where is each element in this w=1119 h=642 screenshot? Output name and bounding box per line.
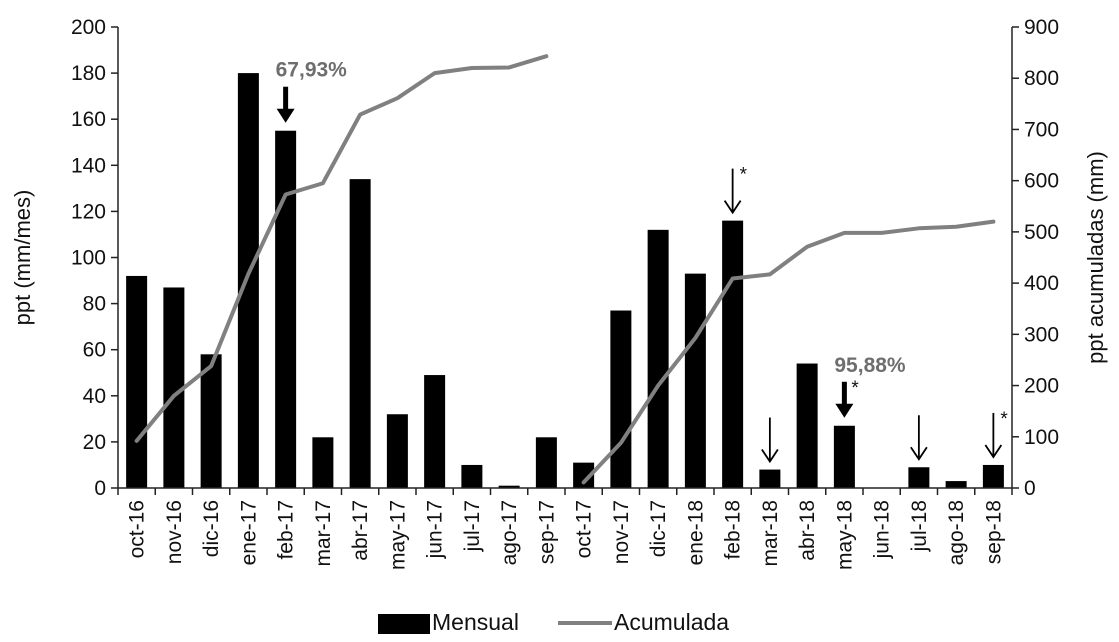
acumulada-line-segment-2: [581, 219, 996, 485]
x-tick-label-ago-18: ago-18: [945, 500, 968, 565]
x-tick-label-ene-17: ene-17: [237, 500, 260, 565]
left-tick-label: 180: [71, 62, 106, 85]
bar-dic-17: [647, 229, 669, 488]
bar-jul-17: [461, 464, 483, 488]
x-tick-label-jul-17: jul-17: [461, 500, 484, 552]
left-tick-label: 120: [71, 200, 106, 223]
x-tick-label-jun-18: jun-18: [871, 500, 894, 559]
left-tick-label: 80: [83, 293, 106, 316]
left-tick-label: 160: [71, 108, 106, 131]
x-tick-label-jun-17: jun-17: [424, 500, 447, 559]
left-axis-title: ppt (mm/mes): [10, 190, 35, 326]
arrow-head-sep-18: [984, 444, 1003, 459]
arrow-head-may-18: [835, 403, 854, 418]
asterisk-may-18: *: [851, 378, 859, 399]
bar-jul-18: [908, 467, 930, 488]
x-tick-label-feb-18: feb-18: [722, 500, 745, 560]
legend-label-mensual: Mensual: [432, 609, 519, 635]
left-tick-label: 200: [71, 16, 106, 39]
right-tick-label: 500: [1024, 221, 1059, 244]
x-tick-label-nov-16: nov-16: [163, 500, 186, 564]
x-tick-label-dic-17: dic-17: [647, 500, 670, 557]
x-tick-label-mar-18: mar-18: [759, 500, 782, 567]
x-tick-label-sep-17: sep-17: [535, 500, 558, 564]
legend: Mensual Acumulada: [378, 609, 729, 635]
bar-ago-18: [945, 481, 967, 488]
arrow-head-feb-18: [723, 200, 742, 215]
x-tick-label-jul-18: jul-18: [908, 500, 931, 552]
x-tick-label-mar-17: mar-17: [312, 500, 335, 567]
arrow-head-jul-18: [910, 446, 928, 461]
annotation-label-feb-17: 67,93%: [276, 59, 348, 82]
annotation-label-may-18: 95,88%: [834, 354, 906, 377]
bar-feb-18: [722, 220, 744, 488]
annotations-group: 67,93%**95,88%*: [276, 59, 1008, 464]
arrow-head-feb-17: [276, 108, 295, 123]
bar-abr-17: [349, 179, 371, 488]
x-tick-label-ene-18: ene-18: [684, 500, 707, 565]
bar-ene-18: [684, 273, 706, 488]
left-tick-label: 140: [71, 154, 106, 177]
bar-oct-16: [126, 275, 148, 488]
bar-oct-17: [573, 462, 595, 488]
bar-ago-17: [498, 485, 520, 488]
right-tick-label: 700: [1024, 118, 1059, 141]
x-tick-label-dic-16: dic-16: [200, 500, 223, 557]
x-tick-label-abr-17: abr-17: [349, 500, 372, 561]
x-tick-label-nov-17: nov-17: [610, 500, 633, 564]
asterisk-sep-18: *: [1000, 409, 1008, 430]
bars-group: [126, 73, 1004, 488]
right-tick-label: 300: [1024, 323, 1059, 346]
bar-dic-16: [200, 354, 222, 488]
bar-abr-18: [796, 363, 818, 488]
x-tick-label-oct-17: oct-17: [573, 500, 596, 558]
x-tick-label-may-18: may-18: [833, 500, 856, 570]
right-tick-label: 400: [1024, 272, 1059, 295]
acumulada-line-segment-1: [134, 54, 549, 443]
left-tick-label: 40: [83, 385, 106, 408]
x-tick-label-feb-17: feb-17: [275, 500, 298, 560]
bar-ene-17: [237, 73, 259, 488]
x-tick-label-ago-17: ago-17: [498, 500, 521, 565]
left-tick-label: 100: [71, 247, 106, 270]
arrow-head-mar-18: [761, 449, 779, 464]
left-tick-label: 60: [83, 339, 106, 362]
x-tick-label-sep-18: sep-18: [982, 500, 1005, 564]
right-tick-label: 900: [1024, 16, 1059, 39]
bar-nov-17: [610, 310, 632, 488]
left-tick-label: 20: [83, 431, 106, 454]
lines-group: [134, 54, 996, 485]
bar-jun-17: [424, 375, 446, 488]
right-axis-title: ppt acumuladas (mm): [1083, 151, 1108, 364]
bar-sep-18: [982, 464, 1004, 488]
right-tick-label: 200: [1024, 375, 1059, 398]
bar-may-17: [386, 414, 408, 488]
x-tick-label-abr-18: abr-18: [796, 500, 819, 561]
asterisk-feb-18: *: [740, 165, 748, 186]
x-tick-label-may-17: may-17: [386, 500, 409, 570]
bar-mar-18: [759, 469, 781, 488]
right-tick-label: 0: [1024, 477, 1036, 500]
right-tick-label: 100: [1024, 426, 1059, 449]
legend-swatch-mensual: [378, 614, 430, 634]
x-tick-label-oct-16: oct-16: [126, 500, 149, 558]
left-tick-label: 0: [94, 477, 106, 500]
bar-may-18: [833, 425, 855, 488]
bar-nov-16: [163, 287, 185, 488]
bar-sep-17: [535, 437, 557, 488]
bar-feb-17: [275, 130, 297, 488]
legend-label-acumulada: Acumulada: [614, 609, 729, 635]
bar-mar-17: [312, 437, 334, 488]
axes-group: 0 20 40 60 80 100 120 140 160 180 200 0 100 200 300 400…: [10, 16, 1108, 570]
right-tick-label: 800: [1024, 67, 1059, 90]
right-tick-label: 600: [1024, 170, 1059, 193]
